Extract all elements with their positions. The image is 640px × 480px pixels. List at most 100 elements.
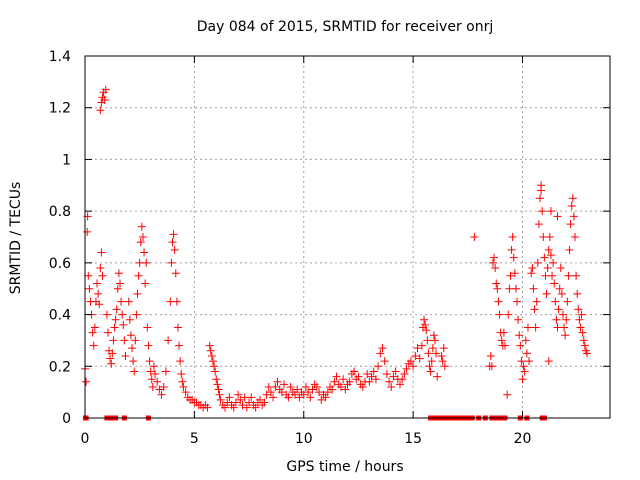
data-point-marker bbox=[339, 375, 348, 384]
data-point-marker bbox=[525, 357, 534, 366]
data-point-marker bbox=[175, 341, 184, 350]
data-point-marker bbox=[552, 315, 561, 324]
data-point-marker bbox=[134, 271, 143, 280]
data-point-marker bbox=[396, 380, 404, 389]
data-point-marker bbox=[96, 264, 105, 273]
data-point-marker bbox=[132, 310, 141, 319]
data-point-marker bbox=[100, 95, 109, 104]
data-point-marker bbox=[564, 271, 573, 280]
data-point-marker bbox=[118, 310, 127, 319]
y-axis-label: SRMTID / TECUs bbox=[8, 182, 24, 295]
data-point-marker bbox=[503, 390, 512, 399]
data-point-marker bbox=[85, 284, 94, 293]
data-point-marker bbox=[229, 403, 238, 412]
data-point-marker bbox=[389, 372, 398, 381]
data-point-marker bbox=[242, 403, 251, 412]
data-point-marker bbox=[95, 300, 104, 309]
data-point-marker bbox=[514, 315, 523, 324]
data-point-marker bbox=[301, 382, 310, 391]
data-point-marker bbox=[491, 264, 500, 273]
data-point-marker bbox=[522, 349, 531, 358]
data-point-marker bbox=[561, 331, 570, 340]
data-point-marker bbox=[369, 367, 378, 376]
data-point-marker bbox=[439, 344, 448, 353]
data-point-marker bbox=[548, 271, 557, 280]
data-point-marker bbox=[136, 238, 145, 247]
data-point-marker bbox=[315, 388, 324, 397]
data-point-marker bbox=[206, 346, 215, 355]
data-point-marker bbox=[161, 367, 170, 376]
data-point-marker bbox=[569, 212, 578, 221]
data-point-marker bbox=[234, 390, 243, 399]
data-point-marker bbox=[90, 323, 99, 332]
data-point-marker bbox=[574, 305, 583, 314]
data-point-marker bbox=[179, 382, 188, 391]
data-point-marker bbox=[131, 336, 140, 345]
data-point-marker bbox=[508, 233, 517, 241]
data-point-marker bbox=[245, 398, 254, 407]
y-tick-label: 1.4 bbox=[49, 49, 71, 65]
data-point-marker bbox=[529, 284, 538, 293]
data-point-marker bbox=[546, 207, 555, 216]
data-point-marker bbox=[406, 357, 415, 366]
x-tick-label: 10 bbox=[295, 431, 313, 447]
data-point-marker bbox=[400, 370, 409, 379]
data-point-marker bbox=[433, 372, 442, 381]
data-point-marker bbox=[223, 398, 232, 407]
data-point-marker bbox=[437, 351, 446, 360]
data-point-marker bbox=[495, 310, 504, 319]
data-point-marker bbox=[580, 341, 589, 350]
data-point-marker bbox=[205, 341, 214, 350]
data-point-marker bbox=[519, 362, 528, 371]
data-point-marker bbox=[520, 367, 529, 376]
data-point-marker bbox=[440, 362, 449, 371]
data-point-marker bbox=[493, 284, 502, 293]
plot-frame bbox=[84, 55, 611, 419]
data-point-marker bbox=[148, 382, 157, 391]
data-point-marker bbox=[378, 344, 387, 353]
data-point-marker bbox=[577, 310, 586, 319]
data-point-marker bbox=[518, 375, 527, 384]
data-point-marker bbox=[374, 362, 383, 371]
data-point-marker bbox=[214, 385, 223, 394]
data-point-marker bbox=[371, 375, 380, 384]
data-point-marker bbox=[129, 357, 138, 366]
data-point-marker bbox=[422, 326, 431, 335]
x-tick-label: 15 bbox=[404, 431, 422, 447]
data-point-marker bbox=[531, 323, 540, 332]
data-point-marker bbox=[140, 248, 149, 257]
data-point-marker bbox=[345, 377, 354, 386]
data-point-marker bbox=[427, 357, 436, 366]
data-point-marker bbox=[117, 297, 126, 306]
data-point-marker bbox=[402, 364, 411, 373]
data-point-marker bbox=[426, 367, 435, 376]
data-point-marker bbox=[247, 393, 256, 402]
data-point-marker bbox=[101, 85, 110, 94]
data-point-marker bbox=[153, 377, 162, 386]
data-point-marker bbox=[350, 367, 359, 376]
data-point-marker bbox=[82, 377, 91, 386]
data-point-marker bbox=[167, 258, 176, 267]
data-point-marker bbox=[97, 248, 106, 257]
data-point-marker bbox=[128, 344, 137, 353]
data-point-marker bbox=[560, 323, 569, 332]
data-point-marker bbox=[328, 385, 337, 394]
data-point-marker bbox=[212, 375, 221, 384]
data-point-marker bbox=[295, 393, 304, 402]
data-point-marker bbox=[517, 357, 526, 366]
data-point-marker bbox=[428, 344, 437, 353]
data-point-marker bbox=[176, 357, 185, 366]
data-point-marker bbox=[583, 349, 592, 358]
data-point-marker bbox=[501, 341, 509, 350]
data-point-marker bbox=[125, 315, 134, 324]
data-point-marker bbox=[207, 351, 216, 360]
data-point-marker bbox=[550, 279, 559, 288]
data-point-marker bbox=[221, 403, 229, 412]
data-point-marker bbox=[159, 382, 168, 391]
data-point-marker bbox=[579, 336, 588, 345]
data-point-marker bbox=[114, 269, 123, 278]
data-point-marker bbox=[113, 284, 122, 293]
data-point-marker bbox=[557, 289, 566, 298]
data-point-marker bbox=[266, 388, 275, 397]
data-point-marker bbox=[470, 233, 479, 241]
